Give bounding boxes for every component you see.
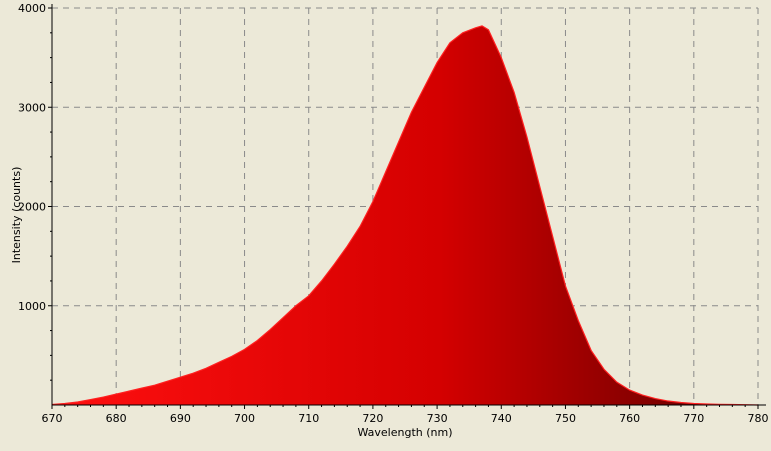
x-axis-label: Wavelength (nm) bbox=[357, 426, 452, 439]
x-tick-label: 740 bbox=[491, 412, 512, 425]
x-tick-label: 700 bbox=[234, 412, 255, 425]
y-tick-label: 2000 bbox=[18, 201, 46, 214]
x-tick-label: 780 bbox=[748, 412, 769, 425]
x-tick-label: 710 bbox=[298, 412, 319, 425]
labels-layer: Wavelength (nm) Intensity (counts) bbox=[10, 167, 453, 439]
y-tick-label: 4000 bbox=[18, 2, 46, 15]
x-tick-label: 670 bbox=[42, 412, 63, 425]
x-tick-label: 720 bbox=[362, 412, 383, 425]
area-layer bbox=[51, 25, 759, 406]
axes-layer: 670 680 690 700 710 720 730 740 750 760 770 780 1000… bbox=[18, 2, 769, 425]
x-tick-label: 770 bbox=[683, 412, 704, 425]
y-tick-label: 3000 bbox=[18, 101, 46, 114]
x-tick-label: 680 bbox=[106, 412, 127, 425]
y-tick-label: 1000 bbox=[18, 300, 46, 313]
spectrum-line bbox=[51, 25, 759, 406]
x-tick-label: 690 bbox=[170, 412, 191, 425]
x-tick-label: 750 bbox=[555, 412, 576, 425]
x-tick-label: 730 bbox=[427, 412, 448, 425]
y-axis-label: Intensity (counts) bbox=[10, 167, 23, 264]
spectrum-area bbox=[52, 25, 758, 406]
x-tick-label: 760 bbox=[619, 412, 640, 425]
